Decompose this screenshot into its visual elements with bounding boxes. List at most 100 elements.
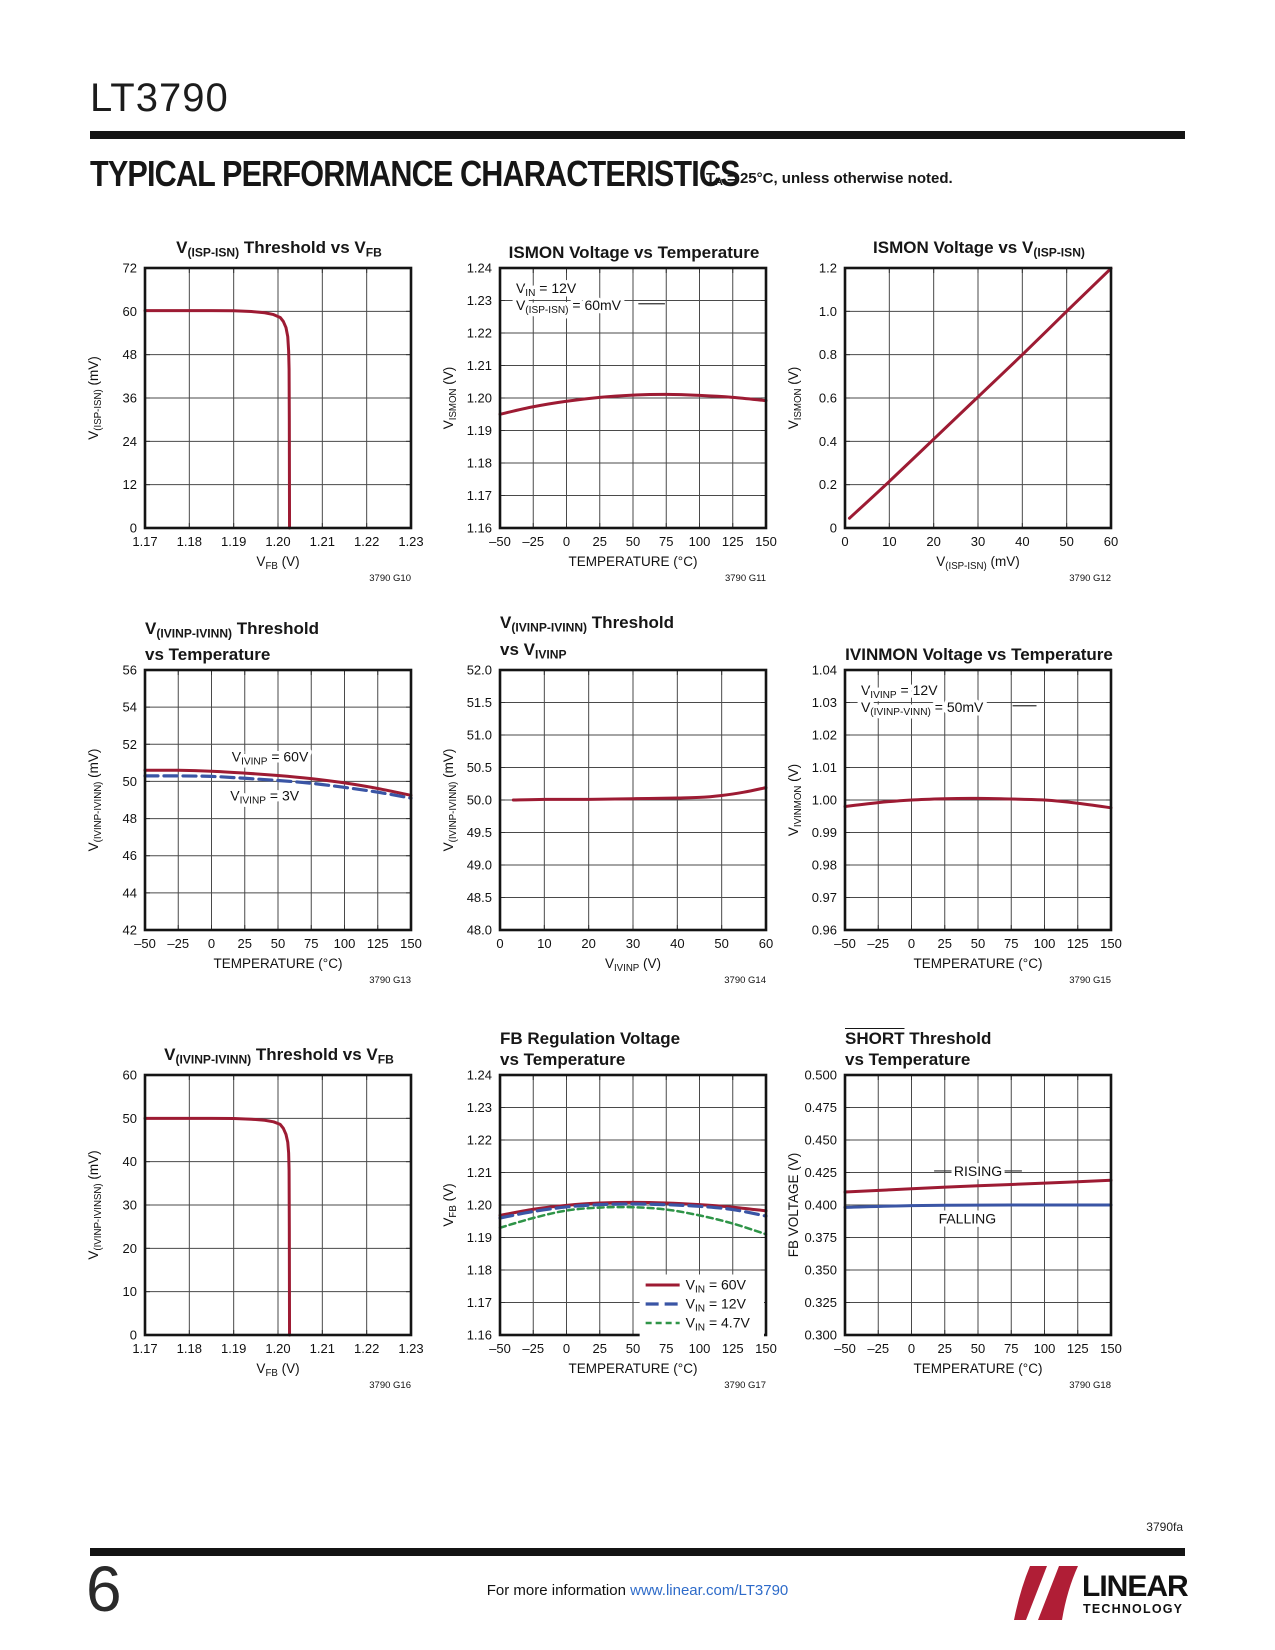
- svg-text:1.20: 1.20: [467, 1198, 492, 1213]
- series-line: [847, 266, 1113, 520]
- svg-text:51.0: 51.0: [467, 728, 492, 743]
- svg-text:1.18: 1.18: [177, 534, 202, 549]
- svg-text:0: 0: [130, 1328, 137, 1343]
- chart-plot: –50 –25 0 25 50 75 100 125 150 0.96 0.97 0.98 0.99 1.…: [788, 663, 1122, 987]
- svg-text:50: 50: [971, 1341, 985, 1356]
- chart-3790-g10: V(ISP-ISN) Threshold vs VFB 1.17 1.18 1.19 1…: [88, 222, 438, 614]
- chart-title: V(IVINP-IVINN) Threshold vs VIVINP: [500, 613, 674, 661]
- svg-text:1.20: 1.20: [265, 1341, 290, 1356]
- svg-text:VIVINP (V): VIVINP (V): [605, 956, 661, 974]
- svg-text:1.17: 1.17: [132, 1341, 157, 1356]
- svg-text:1.24: 1.24: [467, 261, 492, 276]
- chart-plot: 0 10 20 30 40 50 60 48.0 48.5 49.0 49.5 50.0 50.5 51.…: [443, 663, 773, 987]
- svg-text:56: 56: [123, 663, 137, 678]
- linear-technology-logo: LINEAR TECHNOLOGY: [1014, 1566, 1190, 1620]
- svg-text:VIN = 12V: VIN = 12V: [516, 280, 577, 299]
- chart-3790-g15: IVINMON Voltage vs Temperature –50 –25 0 25 5…: [788, 612, 1138, 1004]
- chart-3790-g17: FB Regulation Voltage vs Temperature –50 –2…: [443, 1017, 793, 1409]
- svg-text:52.0: 52.0: [467, 663, 492, 678]
- svg-text:0: 0: [563, 534, 570, 549]
- svg-text:125: 125: [722, 534, 744, 549]
- chart-3790-g14: V(IVINP-IVINN) Threshold vs VIVINP 0 10 20 30…: [443, 612, 793, 1004]
- series-line: [498, 392, 768, 416]
- svg-text:60: 60: [759, 936, 773, 951]
- chart-title: V(IVINP-IVINN) Threshold vs VFB: [164, 1044, 394, 1066]
- svg-text:0.6: 0.6: [819, 391, 837, 406]
- svg-text:50.0: 50.0: [467, 793, 492, 808]
- section-title: TYPICAL PERFORMANCE CHARACTERISTICS: [90, 153, 741, 194]
- svg-text:20: 20: [123, 1241, 137, 1256]
- svg-text:V(IVINP-IVINN) (mV): V(IVINP-IVINN) (mV): [443, 749, 459, 852]
- svg-text:0: 0: [496, 936, 503, 951]
- svg-text:48: 48: [123, 811, 137, 826]
- svg-text:48: 48: [123, 347, 137, 362]
- chart-3790-g12: ISMON Voltage vs V(ISP-ISN) 0 10 20 30 40 50 60…: [788, 222, 1138, 614]
- svg-text:0: 0: [841, 534, 848, 549]
- svg-text:125: 125: [1067, 1341, 1089, 1356]
- svg-text:V(ISP-ISN) = 60mV: V(ISP-ISN) = 60mV: [516, 297, 622, 316]
- svg-text:0.400: 0.400: [804, 1198, 837, 1213]
- svg-text:FALLING: FALLING: [939, 1211, 997, 1227]
- chart-plot: 1.17 1.18 1.19 1.20 1.21 1.22 1.23 0 12 24 36 48 60 7…: [88, 261, 424, 585]
- svg-text:72: 72: [123, 261, 137, 276]
- svg-text:–50: –50: [489, 1341, 511, 1356]
- svg-text:30: 30: [626, 936, 640, 951]
- chart-note: 3790 G10: [369, 573, 411, 584]
- svg-text:–25: –25: [522, 1341, 544, 1356]
- svg-text:12: 12: [123, 477, 137, 492]
- svg-text:1.22: 1.22: [354, 1341, 379, 1356]
- svg-text:1.04: 1.04: [812, 663, 837, 678]
- svg-text:75: 75: [1004, 1341, 1018, 1356]
- svg-text:40: 40: [1015, 534, 1029, 549]
- svg-text:0.475: 0.475: [804, 1100, 837, 1115]
- chart-note: 3790 G15: [1069, 975, 1111, 986]
- svg-text:1.16: 1.16: [467, 1328, 492, 1343]
- svg-text:25: 25: [593, 1341, 607, 1356]
- svg-text:1.21: 1.21: [310, 534, 335, 549]
- svg-text:0.2: 0.2: [819, 477, 837, 492]
- svg-text:V(IVINP-VINN) = 50mV: V(IVINP-VINN) = 50mV: [861, 699, 984, 718]
- svg-text:FB VOLTAGE (V): FB VOLTAGE (V): [788, 1153, 801, 1258]
- footer-info-line: For more information www.linear.com/LT37…: [0, 1582, 1275, 1599]
- svg-text:0: 0: [563, 1341, 570, 1356]
- svg-text:50: 50: [971, 936, 985, 951]
- svg-text:VFB (V): VFB (V): [256, 1361, 299, 1379]
- series-line: [143, 1116, 292, 1337]
- svg-text:50: 50: [271, 936, 285, 951]
- svg-text:VIN = 12V: VIN = 12V: [686, 1296, 747, 1315]
- svg-text:48.0: 48.0: [467, 923, 492, 938]
- svg-text:1.19: 1.19: [467, 423, 492, 438]
- svg-text:TEMPERATURE (°C): TEMPERATURE (°C): [914, 956, 1043, 971]
- svg-text:1.17: 1.17: [467, 1295, 492, 1310]
- svg-text:60: 60: [1104, 534, 1118, 549]
- svg-text:1.19: 1.19: [467, 1230, 492, 1245]
- svg-text:VIN = 60V: VIN = 60V: [686, 1277, 747, 1296]
- chart-note: 3790 G12: [1069, 573, 1111, 584]
- series-line: [843, 796, 1113, 810]
- series-line: [143, 309, 292, 530]
- svg-text:0.97: 0.97: [812, 890, 837, 905]
- svg-text:0.500: 0.500: [804, 1068, 837, 1083]
- svg-text:0: 0: [908, 936, 915, 951]
- svg-text:75: 75: [659, 534, 673, 549]
- svg-text:1.21: 1.21: [310, 1341, 335, 1356]
- chart-note: 3790 G11: [725, 573, 766, 584]
- svg-text:1.22: 1.22: [354, 534, 379, 549]
- svg-text:150: 150: [400, 936, 422, 951]
- svg-text:VISMON (V): VISMON (V): [443, 367, 459, 430]
- svg-text:125: 125: [722, 1341, 744, 1356]
- series-line: [843, 1203, 1113, 1209]
- svg-text:1.17: 1.17: [132, 534, 157, 549]
- svg-text:150: 150: [1100, 936, 1122, 951]
- svg-text:1.18: 1.18: [467, 456, 492, 471]
- chart-title: V(IVINP-IVINN) Threshold vs Temperature: [145, 618, 319, 664]
- svg-text:1.23: 1.23: [398, 1341, 423, 1356]
- footer-info-link[interactable]: www.linear.com/LT3790: [630, 1582, 789, 1599]
- svg-text:V(ISP-ISN) (mV): V(ISP-ISN) (mV): [88, 356, 104, 439]
- svg-text:1.01: 1.01: [812, 760, 837, 775]
- svg-text:20: 20: [581, 936, 595, 951]
- series-line: [498, 1200, 768, 1217]
- logo-linear-text: LINEAR: [1082, 1570, 1189, 1603]
- svg-text:46: 46: [123, 848, 137, 863]
- svg-text:100: 100: [1034, 936, 1056, 951]
